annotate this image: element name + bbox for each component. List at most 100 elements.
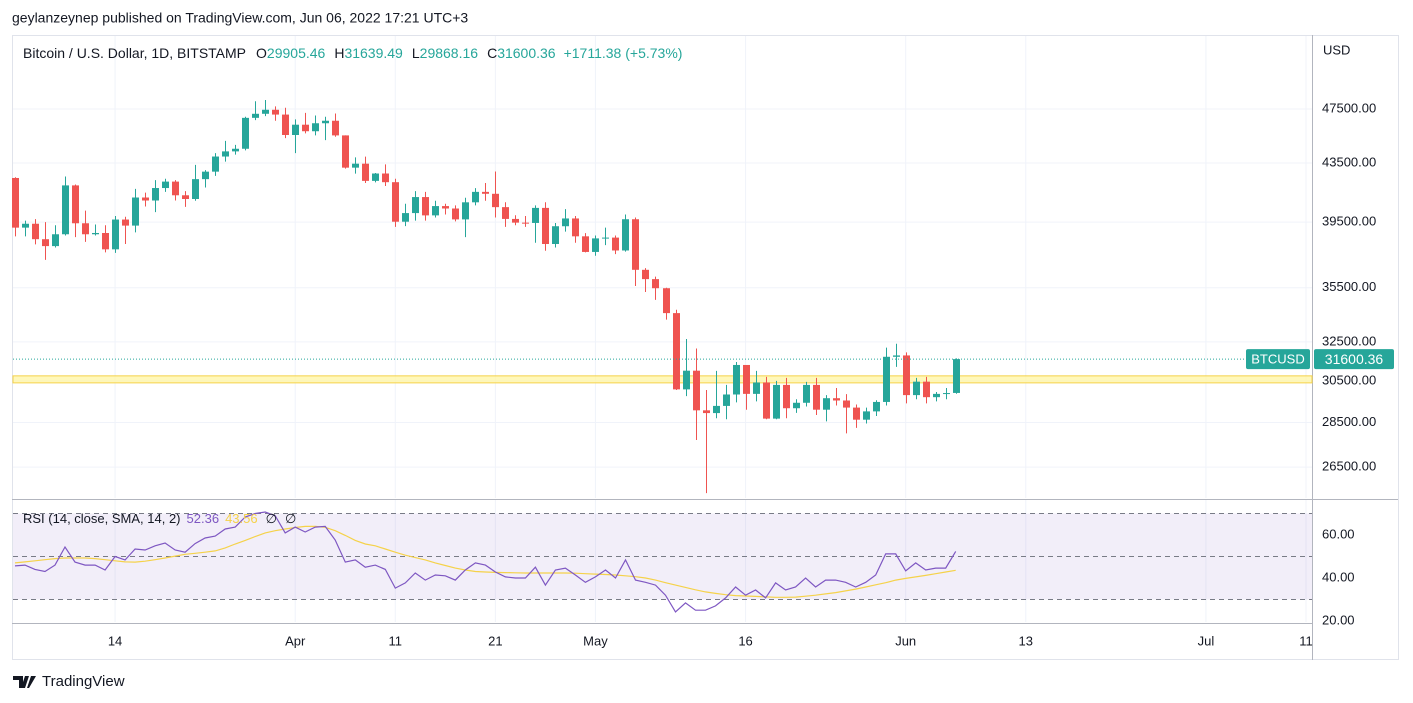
- candle-body: [953, 359, 960, 393]
- candle-body: [52, 234, 59, 247]
- candle-body: [432, 206, 439, 216]
- candle-body: [62, 185, 69, 235]
- candle-body: [843, 400, 850, 408]
- candle-body: [532, 207, 539, 223]
- ohlc-key: C: [487, 45, 497, 61]
- ohlc-value: 31639.49: [344, 45, 403, 61]
- candle-body: [673, 313, 680, 390]
- last-price-label: 31600.36: [1325, 351, 1384, 367]
- x-tick-label: Jul: [1198, 633, 1215, 648]
- candle-body: [853, 407, 860, 420]
- candle-body: [813, 384, 820, 410]
- x-tick-label: 21: [488, 633, 502, 648]
- candle-body: [622, 219, 629, 251]
- candle-body: [703, 410, 710, 414]
- candle-body: [172, 181, 179, 196]
- y-tick-label: 28500.00: [1322, 414, 1376, 429]
- y-tick-label: 47500.00: [1322, 100, 1376, 115]
- publish-header: geylanzeynep published on TradingView.co…: [12, 10, 468, 26]
- last-price-tag: [1314, 349, 1394, 370]
- y-tick-label: 26500.00: [1322, 459, 1376, 474]
- candle-body: [22, 223, 29, 228]
- candle-body: [512, 218, 519, 223]
- candle-body: [763, 382, 770, 419]
- candle-body: [312, 123, 319, 132]
- candle-body: [42, 239, 49, 247]
- candle-body: [422, 197, 429, 216]
- candle-body: [592, 238, 599, 252]
- candle-body: [112, 219, 119, 250]
- candle-body: [562, 218, 569, 227]
- candle-body: [663, 288, 670, 314]
- candle-body: [743, 364, 750, 394]
- candle-body: [322, 120, 329, 124]
- ohlc-value: 31600.36: [497, 45, 556, 61]
- candle-body: [192, 179, 199, 200]
- candle-body: [202, 171, 209, 180]
- candle-body: [803, 384, 810, 403]
- rsi-legend-value: 43.56: [225, 511, 258, 526]
- candle-body: [572, 218, 579, 237]
- chart-frame: [12, 35, 1399, 660]
- y-tick-label: 39500.00: [1322, 214, 1376, 229]
- candle-body: [693, 370, 700, 411]
- candle-body: [632, 219, 639, 270]
- candle-body: [713, 405, 720, 414]
- candle-body: [783, 384, 790, 409]
- x-tick-label: 11: [389, 633, 403, 648]
- candle-body: [893, 355, 900, 357]
- candle-body: [873, 401, 880, 412]
- candle-body: [923, 381, 930, 398]
- candle-body: [773, 384, 780, 419]
- candle-body: [522, 222, 529, 224]
- candle-body: [612, 237, 619, 251]
- candle-body: [552, 226, 559, 245]
- ohlc-key: L: [412, 45, 420, 61]
- candle-body: [242, 117, 249, 149]
- rsi-legend: RSI (14, close, SMA, 14, 2) 52.36 43.56 ∅ ∅: [23, 511, 296, 526]
- candle-body: [412, 197, 419, 214]
- candle-body: [442, 206, 449, 209]
- candle-body: [352, 163, 359, 168]
- x-tick-label: 16: [738, 633, 752, 648]
- x-tick-label: 11: [1299, 633, 1313, 648]
- candle-body: [642, 269, 649, 280]
- candle-body: [12, 177, 19, 228]
- change-value: +1711.38 (+5.73%): [564, 45, 683, 61]
- candle-body: [122, 219, 129, 226]
- title-text: Bitcoin / U.S. Dollar, 1D, BITSTAMP: [23, 45, 246, 61]
- ohlc-key: O: [256, 45, 267, 61]
- candle-body: [452, 208, 459, 220]
- candle-body: [933, 393, 940, 398]
- rsi-line: [14, 511, 957, 613]
- ohlc-key: H: [334, 45, 344, 61]
- y-tick-label: 43500.00: [1322, 154, 1376, 169]
- candle-body: [292, 124, 299, 135]
- candle-body: [342, 135, 349, 168]
- brand-name: TradingView: [42, 673, 125, 690]
- candle-body: [492, 193, 499, 208]
- candle-body: [92, 232, 99, 235]
- candle-body: [482, 191, 489, 194]
- candle-body: [582, 236, 589, 252]
- candle-body: [152, 188, 159, 201]
- rsi-tick-label: 40.00: [1322, 569, 1355, 584]
- candle-body: [382, 173, 389, 183]
- candle-body: [502, 207, 509, 219]
- candle-body: [72, 185, 79, 224]
- candle-body: [222, 151, 229, 157]
- candle-body: [913, 381, 920, 396]
- candle-body: [182, 195, 189, 200]
- currency-label: USD: [1323, 42, 1350, 57]
- candle-body: [252, 113, 259, 118]
- rsi-tick-label: 20.00: [1322, 612, 1355, 627]
- candle-body: [903, 355, 910, 396]
- candle-body: [282, 114, 289, 135]
- x-tick-label: Apr: [285, 633, 306, 648]
- x-tick-label: 14: [108, 633, 122, 648]
- candle-body: [683, 370, 690, 390]
- brand-logo: TradingView: [13, 673, 125, 690]
- candle-body: [943, 393, 950, 395]
